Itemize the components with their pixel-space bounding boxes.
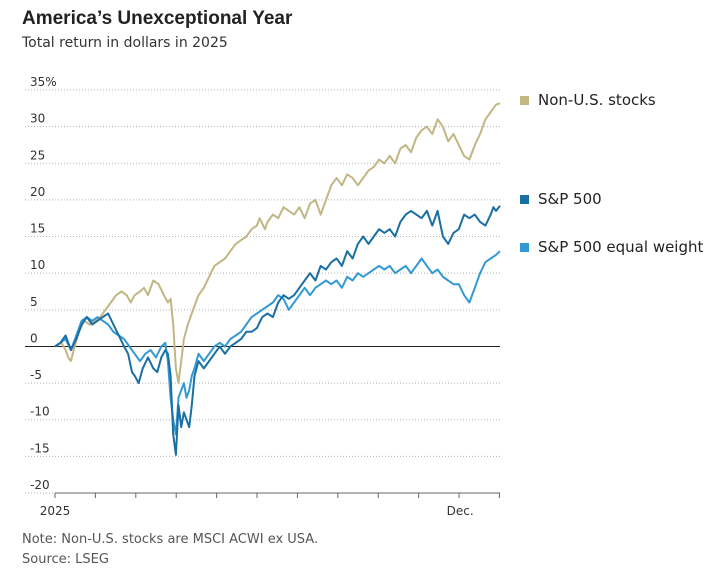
legend-swatch: [520, 195, 529, 204]
series-line-non-u-s-stocks: [54, 102, 501, 385]
y-tick-label: 25: [30, 148, 45, 162]
y-tick-label: -20: [30, 478, 50, 492]
y-tick-label: 15: [30, 222, 45, 236]
y-tick-label: -5: [30, 368, 42, 382]
legend-swatch: [520, 96, 529, 105]
legend-label: S&P 500: [538, 190, 602, 208]
legend-label: Non-U.S. stocks: [538, 91, 656, 109]
y-tick-label: -15: [30, 441, 50, 455]
legend-label: S&P 500 equal weight: [538, 238, 704, 256]
chart-note: Note: Non-U.S. stocks are MSCI ACWI ex U…: [22, 532, 319, 547]
y-tick-label: 30: [30, 112, 45, 126]
chart-subtitle: Total return in dollars in 2025: [22, 35, 228, 51]
x-tick-label: 2025: [40, 504, 71, 518]
y-tick-label: -10: [30, 405, 50, 419]
y-tick-label: 35%: [30, 75, 57, 89]
x-tick-label: Dec.: [447, 504, 474, 518]
legend-swatch: [520, 243, 529, 252]
chart-title: America’s Unexceptional Year: [22, 8, 293, 29]
series-line-s-p-500: [54, 205, 501, 456]
y-tick-label: 20: [30, 185, 45, 199]
y-tick-label: 10: [30, 258, 45, 272]
chart-source: Source: LSEG: [22, 552, 109, 567]
y-tick-label: 5: [30, 295, 38, 309]
series-line-s-p-500-equal-weight: [54, 250, 501, 436]
y-tick-label: 0: [30, 331, 38, 345]
